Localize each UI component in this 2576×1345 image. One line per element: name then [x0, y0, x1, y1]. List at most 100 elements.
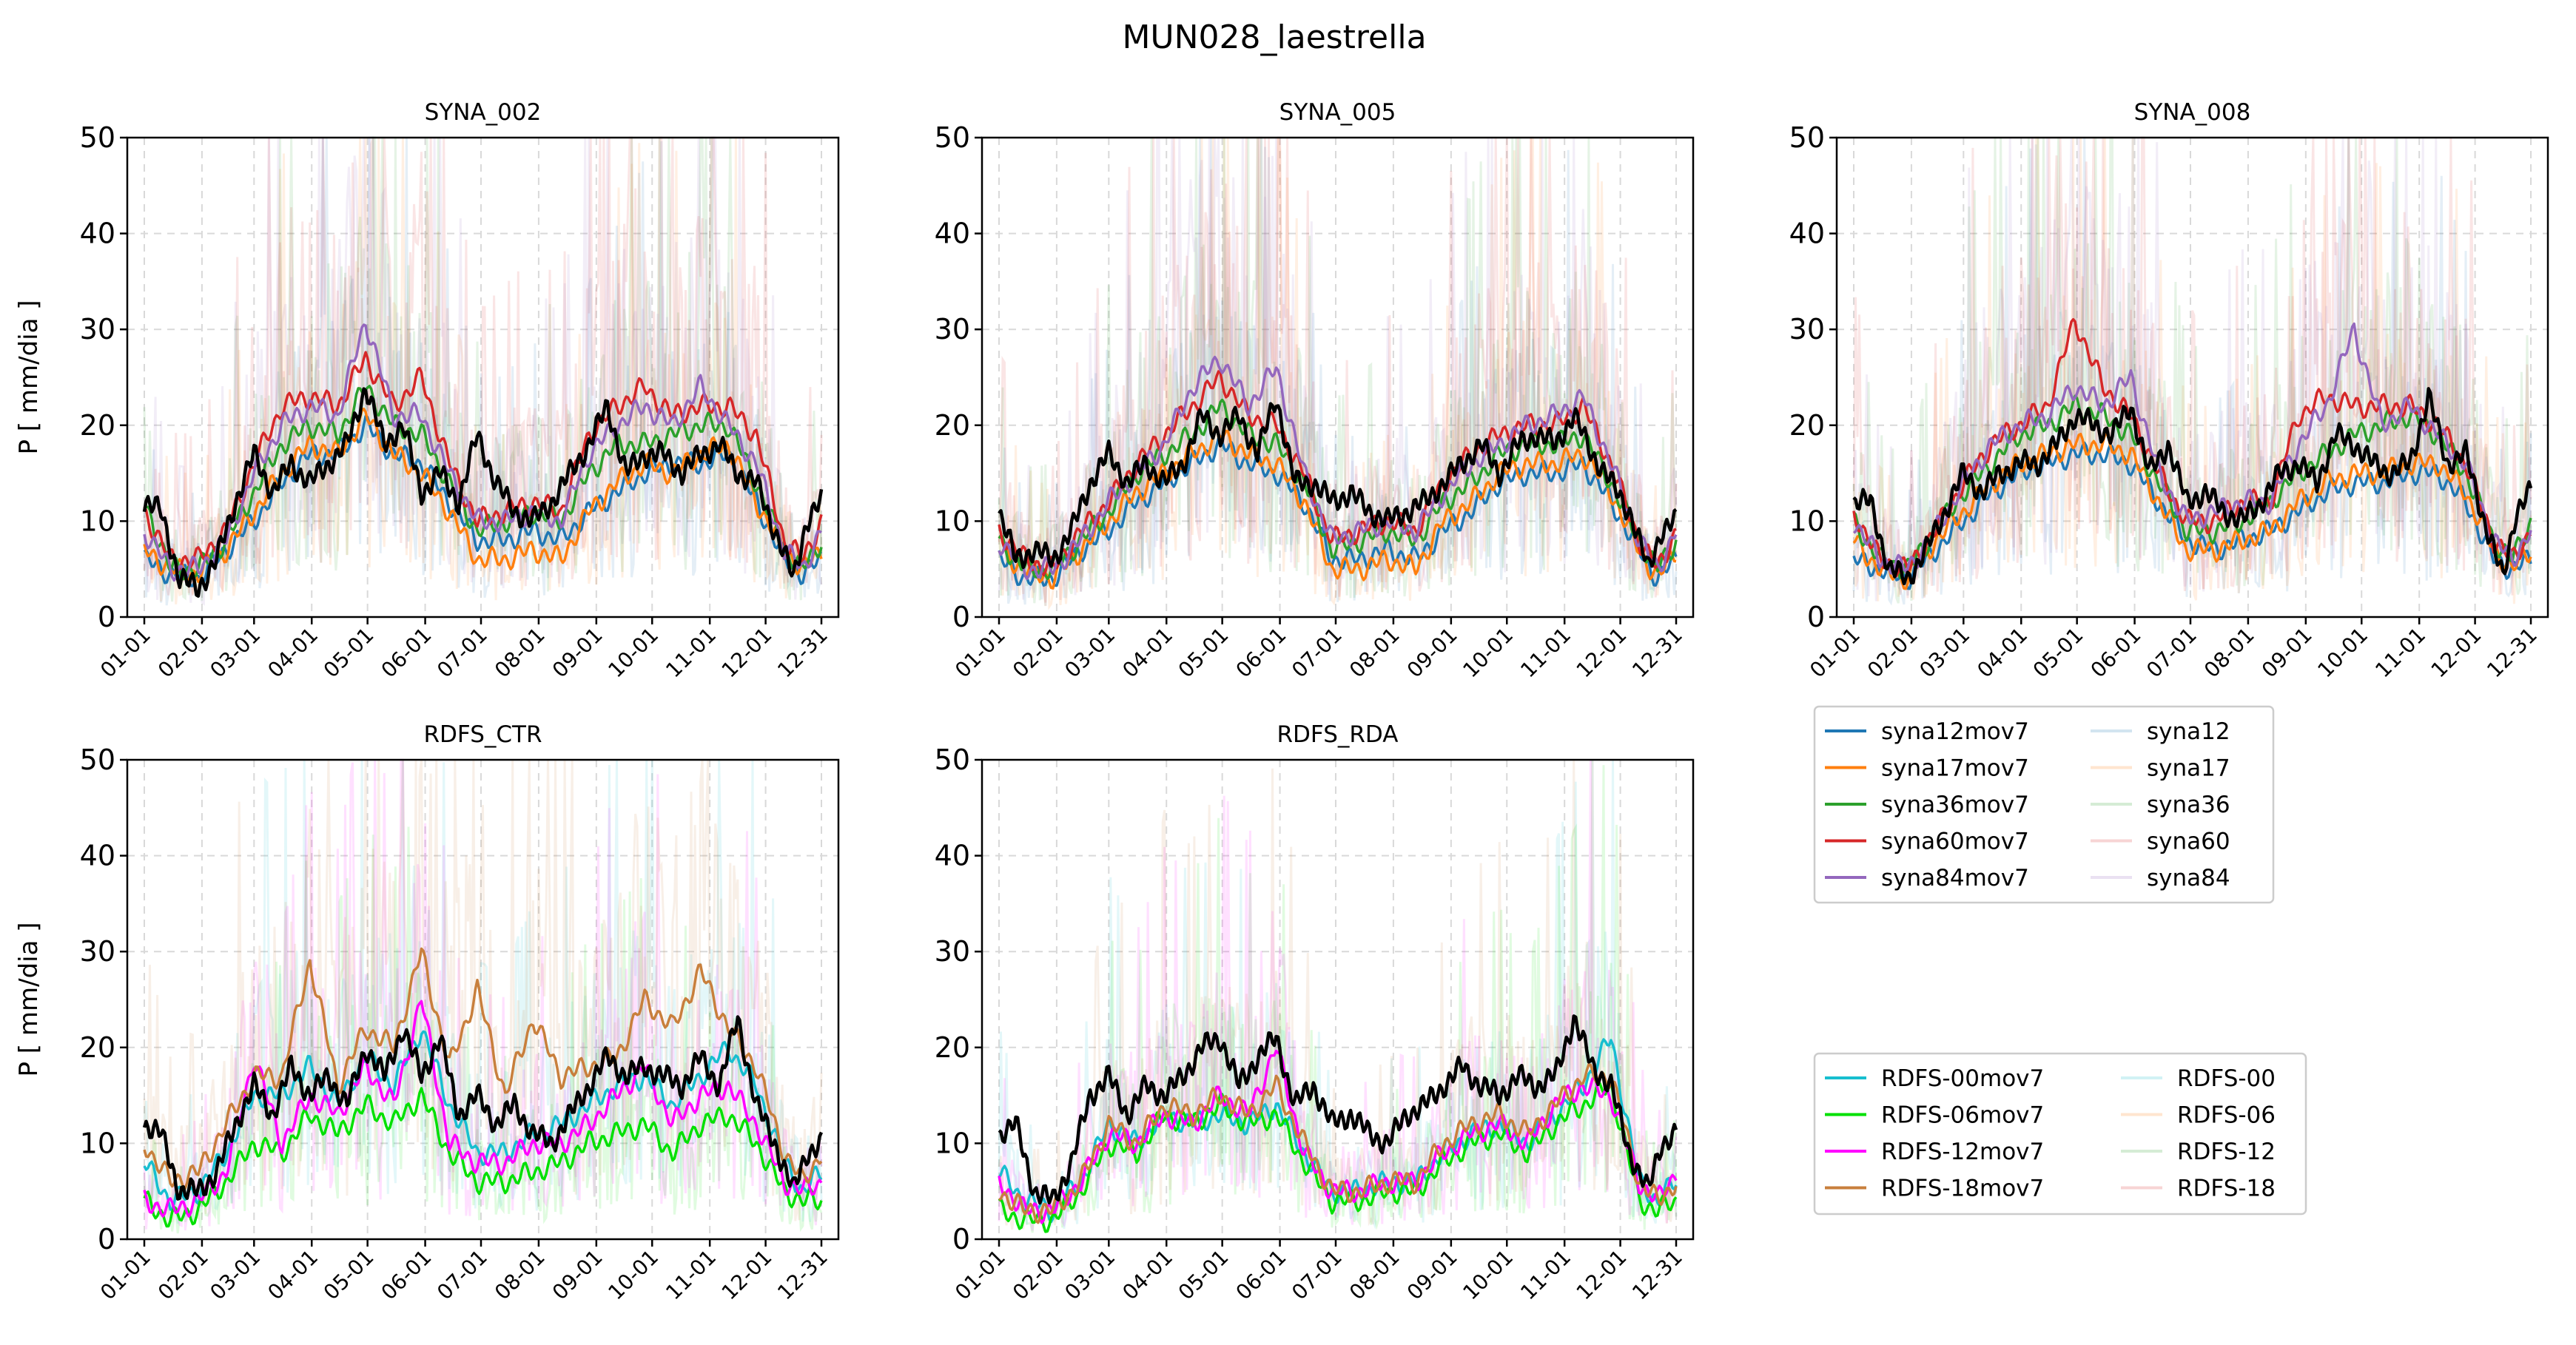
y-tick-label: 20	[80, 1031, 115, 1064]
legend-label: syna84	[2147, 865, 2230, 891]
y-tick-label: 10	[935, 505, 970, 537]
y-tick-label: 20	[935, 1031, 970, 1064]
y-tick-label: 50	[80, 121, 115, 154]
x-tick-label: 12-01	[2427, 623, 2486, 683]
legend-label: RDFS-06mov7	[1881, 1102, 2044, 1129]
x-tick-label: 04-01	[263, 1245, 323, 1305]
panel-rdfs-rda: 0102030405001-0102-0103-0104-0105-0106-0…	[935, 721, 1695, 1305]
x-tick-label: 04-01	[1117, 623, 1177, 683]
panel-title: RDFS_CTR	[424, 721, 542, 748]
panel-title: SYNA_008	[2134, 99, 2251, 126]
series-line-syna17mov7	[143, 407, 823, 583]
series-line-syna12mov7	[998, 434, 1678, 587]
x-tick-label: 05-01	[319, 1245, 379, 1305]
x-tick-label: 03-01	[1060, 1245, 1120, 1305]
x-tick-label: 10-01	[1458, 623, 1518, 683]
axes-frame	[126, 758, 840, 1241]
x-tick-label: 03-01	[1914, 623, 1974, 683]
y-tick-label: 20	[1789, 409, 1825, 442]
x-tick-label: 07-01	[432, 623, 492, 683]
x-tick-label: 12-31	[1627, 1245, 1687, 1305]
x-tick-label: 02-01	[153, 1245, 213, 1305]
raw-series-line	[143, 136, 823, 606]
raw-series-line	[998, 137, 1678, 606]
x-tick-label: 05-01	[319, 623, 379, 683]
series-line-syna84mov7	[998, 355, 1678, 581]
y-axis-label: P [ mm/dia ]	[14, 922, 44, 1076]
x-tick-label: 12-01	[1572, 1245, 1632, 1305]
x-tick-label: 06-01	[2086, 623, 2146, 683]
legend-label: syna17mov7	[1881, 755, 2029, 782]
x-tick-label: 08-01	[490, 623, 550, 683]
axes-frame	[1835, 136, 2549, 618]
y-tick-label: 20	[80, 409, 115, 442]
y-tick-label: 10	[80, 1127, 115, 1159]
legend-label: RDFS-18mov7	[1881, 1176, 2044, 1202]
x-tick-label: 08-01	[1345, 1245, 1405, 1305]
panel-title: SYNA_002	[425, 99, 542, 126]
x-tick-label: 07-01	[1287, 1245, 1347, 1305]
legend-label: RDFS-06	[2177, 1102, 2276, 1129]
legend-label: syna36mov7	[1881, 792, 2029, 818]
y-tick-label: 30	[935, 313, 970, 345]
x-tick-label: 11-01	[661, 1245, 721, 1305]
raw-series-line	[143, 137, 823, 604]
y-tick-label: 10	[80, 505, 115, 537]
y-tick-label: 0	[98, 601, 115, 633]
panel-syna-005: 0102030405001-0102-0103-0104-0105-0106-0…	[935, 99, 1695, 683]
x-tick-label: 04-01	[263, 623, 323, 683]
panel-syna-002: 0102030405001-0102-0103-0104-0105-0106-0…	[14, 99, 840, 683]
series-line-rdfs-18mov7	[998, 1063, 1678, 1224]
x-tick-label: 09-01	[548, 623, 608, 683]
y-tick-label: 40	[80, 218, 115, 250]
legend-label: syna17	[2147, 755, 2230, 782]
legend-label: RDFS-18	[2177, 1176, 2276, 1202]
x-tick-label: 06-01	[377, 623, 437, 683]
obs-series-line	[1852, 387, 2533, 586]
y-tick-label: 30	[80, 935, 115, 968]
obs-series-line	[998, 402, 1678, 570]
y-tick-label: 40	[935, 840, 970, 872]
x-tick-label: 05-01	[2028, 623, 2088, 683]
x-tick-label: 02-01	[1008, 1245, 1068, 1305]
x-tick-label: 06-01	[1231, 1245, 1291, 1305]
x-tick-label: 07-01	[432, 1245, 492, 1305]
x-tick-label: 12-31	[773, 623, 833, 683]
x-tick-label: 11-01	[661, 623, 721, 683]
x-tick-label: 04-01	[1117, 1245, 1177, 1305]
series-line-rdfs-06mov7	[143, 1087, 823, 1228]
x-tick-label: 06-01	[1231, 623, 1291, 683]
y-tick-label: 50	[935, 744, 970, 776]
raw-series-line	[1852, 136, 2532, 599]
y-tick-label: 10	[935, 1127, 970, 1159]
legend-label: syna36	[2147, 792, 2230, 818]
series-line-syna12mov7	[143, 414, 823, 587]
legend-label: syna12mov7	[1881, 718, 2029, 745]
axes-frame	[981, 136, 1695, 618]
panel-rdfs-ctr: 0102030405001-0102-0103-0104-0105-0106-0…	[14, 721, 840, 1305]
x-tick-label: 08-01	[1345, 623, 1405, 683]
x-tick-label: 09-01	[2257, 623, 2317, 683]
y-tick-label: 50	[1789, 121, 1825, 154]
x-tick-label: 05-01	[1174, 1245, 1234, 1305]
x-tick-label: 09-01	[1402, 1245, 1462, 1305]
x-tick-label: 07-01	[1287, 623, 1347, 683]
legend-rdfs: RDFS-00mov7 RDFS-06mov7 RDFS-12mov7 RDFS-18…	[1813, 1052, 2307, 1216]
y-tick-label: 50	[80, 744, 115, 776]
series-line-syna84mov7	[1852, 322, 2532, 575]
x-tick-label: 04-01	[1972, 623, 2032, 683]
x-tick-label: 02-01	[1008, 623, 1068, 683]
x-tick-label: 12-31	[2482, 623, 2542, 683]
figure-title: MUN028_laestrella	[1122, 18, 1426, 56]
series-line-rdfs-18mov7	[143, 947, 823, 1190]
x-tick-label: 03-01	[205, 623, 265, 683]
x-tick-label: 07-01	[2142, 623, 2202, 683]
legend-label: RDFS-12	[2177, 1139, 2276, 1165]
y-tick-label: 0	[98, 1223, 115, 1255]
x-tick-label: 12-31	[773, 1245, 833, 1305]
x-tick-label: 10-01	[1458, 1245, 1518, 1305]
x-tick-label: 12-01	[717, 1245, 777, 1305]
y-tick-label: 20	[935, 409, 970, 442]
